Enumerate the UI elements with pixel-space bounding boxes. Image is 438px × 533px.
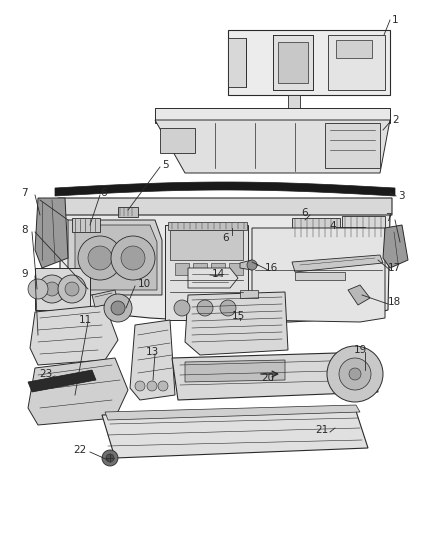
Text: 6: 6 <box>302 208 308 218</box>
Text: 20: 20 <box>261 373 275 383</box>
Circle shape <box>106 454 114 462</box>
Text: 6: 6 <box>223 233 230 243</box>
Circle shape <box>197 300 213 316</box>
Polygon shape <box>155 120 390 173</box>
Circle shape <box>220 300 236 316</box>
Polygon shape <box>130 320 175 400</box>
Polygon shape <box>228 38 246 87</box>
Circle shape <box>121 246 145 270</box>
Circle shape <box>339 358 371 390</box>
Text: 16: 16 <box>265 263 278 273</box>
Text: 14: 14 <box>212 269 225 279</box>
Polygon shape <box>75 225 157 290</box>
Polygon shape <box>292 218 340 238</box>
Circle shape <box>327 346 383 402</box>
Polygon shape <box>155 108 390 123</box>
Polygon shape <box>188 268 238 288</box>
Text: 13: 13 <box>145 347 159 357</box>
Polygon shape <box>72 218 100 232</box>
Polygon shape <box>170 230 243 260</box>
Circle shape <box>65 282 79 296</box>
Polygon shape <box>58 198 392 224</box>
Polygon shape <box>185 292 288 355</box>
Circle shape <box>158 381 168 391</box>
Polygon shape <box>118 207 138 217</box>
Circle shape <box>247 260 257 270</box>
Circle shape <box>135 381 145 391</box>
Circle shape <box>111 236 155 280</box>
Polygon shape <box>35 268 90 310</box>
Text: 4: 4 <box>329 221 336 231</box>
Polygon shape <box>240 260 258 270</box>
Polygon shape <box>278 42 308 83</box>
Polygon shape <box>185 360 285 382</box>
Circle shape <box>104 294 132 322</box>
Circle shape <box>45 282 59 296</box>
Text: 2: 2 <box>392 115 399 125</box>
Circle shape <box>147 381 157 391</box>
Text: 8: 8 <box>21 225 28 235</box>
Polygon shape <box>28 370 96 392</box>
Polygon shape <box>193 263 207 275</box>
Polygon shape <box>105 405 360 420</box>
Text: 10: 10 <box>138 279 151 289</box>
Polygon shape <box>168 222 247 230</box>
Text: 7: 7 <box>385 213 392 223</box>
Polygon shape <box>55 182 395 196</box>
Polygon shape <box>348 285 370 305</box>
Circle shape <box>78 236 122 280</box>
Polygon shape <box>68 220 162 295</box>
Polygon shape <box>295 272 345 280</box>
Polygon shape <box>172 352 378 400</box>
Circle shape <box>88 246 112 270</box>
Polygon shape <box>383 225 408 268</box>
Circle shape <box>111 301 125 315</box>
Text: 11: 11 <box>78 315 92 325</box>
Polygon shape <box>229 263 243 275</box>
Polygon shape <box>292 255 383 272</box>
Text: 21: 21 <box>315 425 328 435</box>
Polygon shape <box>228 30 390 95</box>
Polygon shape <box>211 263 225 275</box>
Polygon shape <box>328 35 385 90</box>
Polygon shape <box>28 358 128 425</box>
Text: 19: 19 <box>353 345 367 355</box>
Polygon shape <box>92 290 118 307</box>
Text: 23: 23 <box>39 369 52 379</box>
Circle shape <box>102 450 118 466</box>
Text: 15: 15 <box>231 311 245 321</box>
Text: 17: 17 <box>388 263 401 273</box>
Circle shape <box>28 279 48 299</box>
Text: 9: 9 <box>21 269 28 279</box>
Text: 18: 18 <box>388 297 401 307</box>
Text: 1: 1 <box>392 15 399 25</box>
Polygon shape <box>273 35 313 90</box>
Circle shape <box>58 275 86 303</box>
Polygon shape <box>240 290 258 298</box>
Polygon shape <box>175 263 189 275</box>
Polygon shape <box>325 123 380 168</box>
Polygon shape <box>252 228 385 322</box>
Circle shape <box>174 300 190 316</box>
Text: 7: 7 <box>21 188 28 198</box>
Text: 6: 6 <box>100 188 106 198</box>
Polygon shape <box>288 95 300 115</box>
Polygon shape <box>342 216 385 238</box>
Polygon shape <box>165 225 248 320</box>
Text: 22: 22 <box>73 445 86 455</box>
Circle shape <box>38 275 66 303</box>
Polygon shape <box>336 40 372 58</box>
Circle shape <box>349 368 361 380</box>
Polygon shape <box>30 305 118 365</box>
Text: 3: 3 <box>398 191 405 201</box>
Text: 5: 5 <box>162 160 169 170</box>
Polygon shape <box>102 408 368 458</box>
Polygon shape <box>160 128 195 153</box>
Polygon shape <box>60 215 390 322</box>
Polygon shape <box>35 198 68 268</box>
